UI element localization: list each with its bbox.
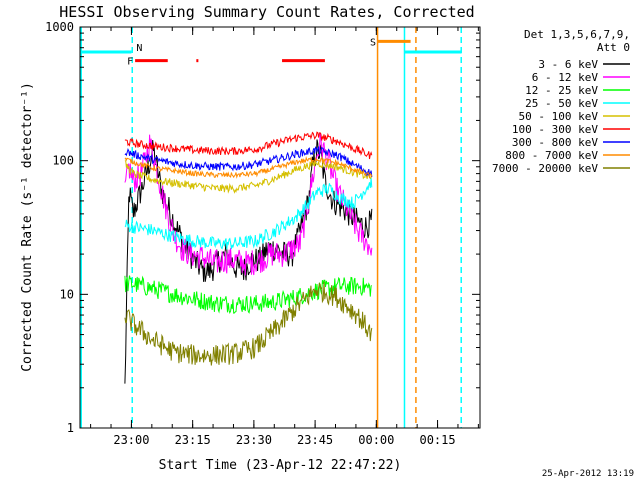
x-tick-label: 23:30	[236, 433, 272, 447]
legend-header-line1: Det 1,3,5,6,7,9,	[524, 28, 630, 41]
legend-label: 25 - 50 keV	[525, 97, 598, 110]
legend-label: 6 - 12 keV	[532, 71, 599, 84]
legend-label: 3 - 6 keV	[538, 58, 598, 71]
y-tick-label: 10	[60, 287, 74, 301]
legend-label: 300 - 800 keV	[512, 136, 598, 149]
x-tick-label: 23:45	[297, 433, 333, 447]
legend-header-line2: Att 0	[597, 41, 630, 54]
chart-title: HESSI Observing Summary Count Rates, Cor…	[59, 3, 474, 21]
flag-label: S	[370, 37, 376, 48]
series-line	[124, 146, 373, 178]
series-line	[124, 177, 373, 250]
flag-label: F	[127, 57, 133, 68]
series-line	[124, 281, 373, 366]
y-axis-label: Corrected Count Rate (s⁻¹ detector⁻¹)	[20, 82, 35, 372]
x-tick-label: 23:15	[175, 433, 211, 447]
series-line	[124, 275, 373, 315]
legend-label: 12 - 25 keV	[525, 84, 598, 97]
y-tick-label: 1000	[45, 20, 74, 34]
plot-frame	[79, 26, 481, 429]
y-tick-label: 1	[67, 421, 74, 435]
x-tick-label: 23:00	[113, 433, 149, 447]
legend-label: 100 - 300 keV	[512, 123, 598, 136]
x-axis-label: Start Time (23-Apr-12 22:47:22)	[159, 458, 402, 473]
series-line	[124, 133, 373, 276]
legend-label: 7000 - 20000 keV	[492, 162, 598, 175]
series-line	[124, 156, 373, 179]
flag-label: N	[136, 43, 142, 54]
legend-label: 50 - 100 keV	[519, 110, 599, 123]
timestamp: 25-Apr-2012 13:19	[542, 469, 634, 479]
legend-label: 800 - 7000 keV	[505, 149, 598, 162]
series-line	[124, 131, 373, 160]
x-tick-label: 00:15	[419, 433, 455, 447]
plot-area: NF S	[80, 27, 462, 428]
y-tick-label: 100	[52, 154, 74, 168]
series-line	[124, 159, 373, 194]
axes: 23:00 23:15 23:30 23:45 00:00 00:15 1 10 100 1000	[45, 20, 480, 447]
x-tick-label: 00:00	[358, 433, 394, 447]
